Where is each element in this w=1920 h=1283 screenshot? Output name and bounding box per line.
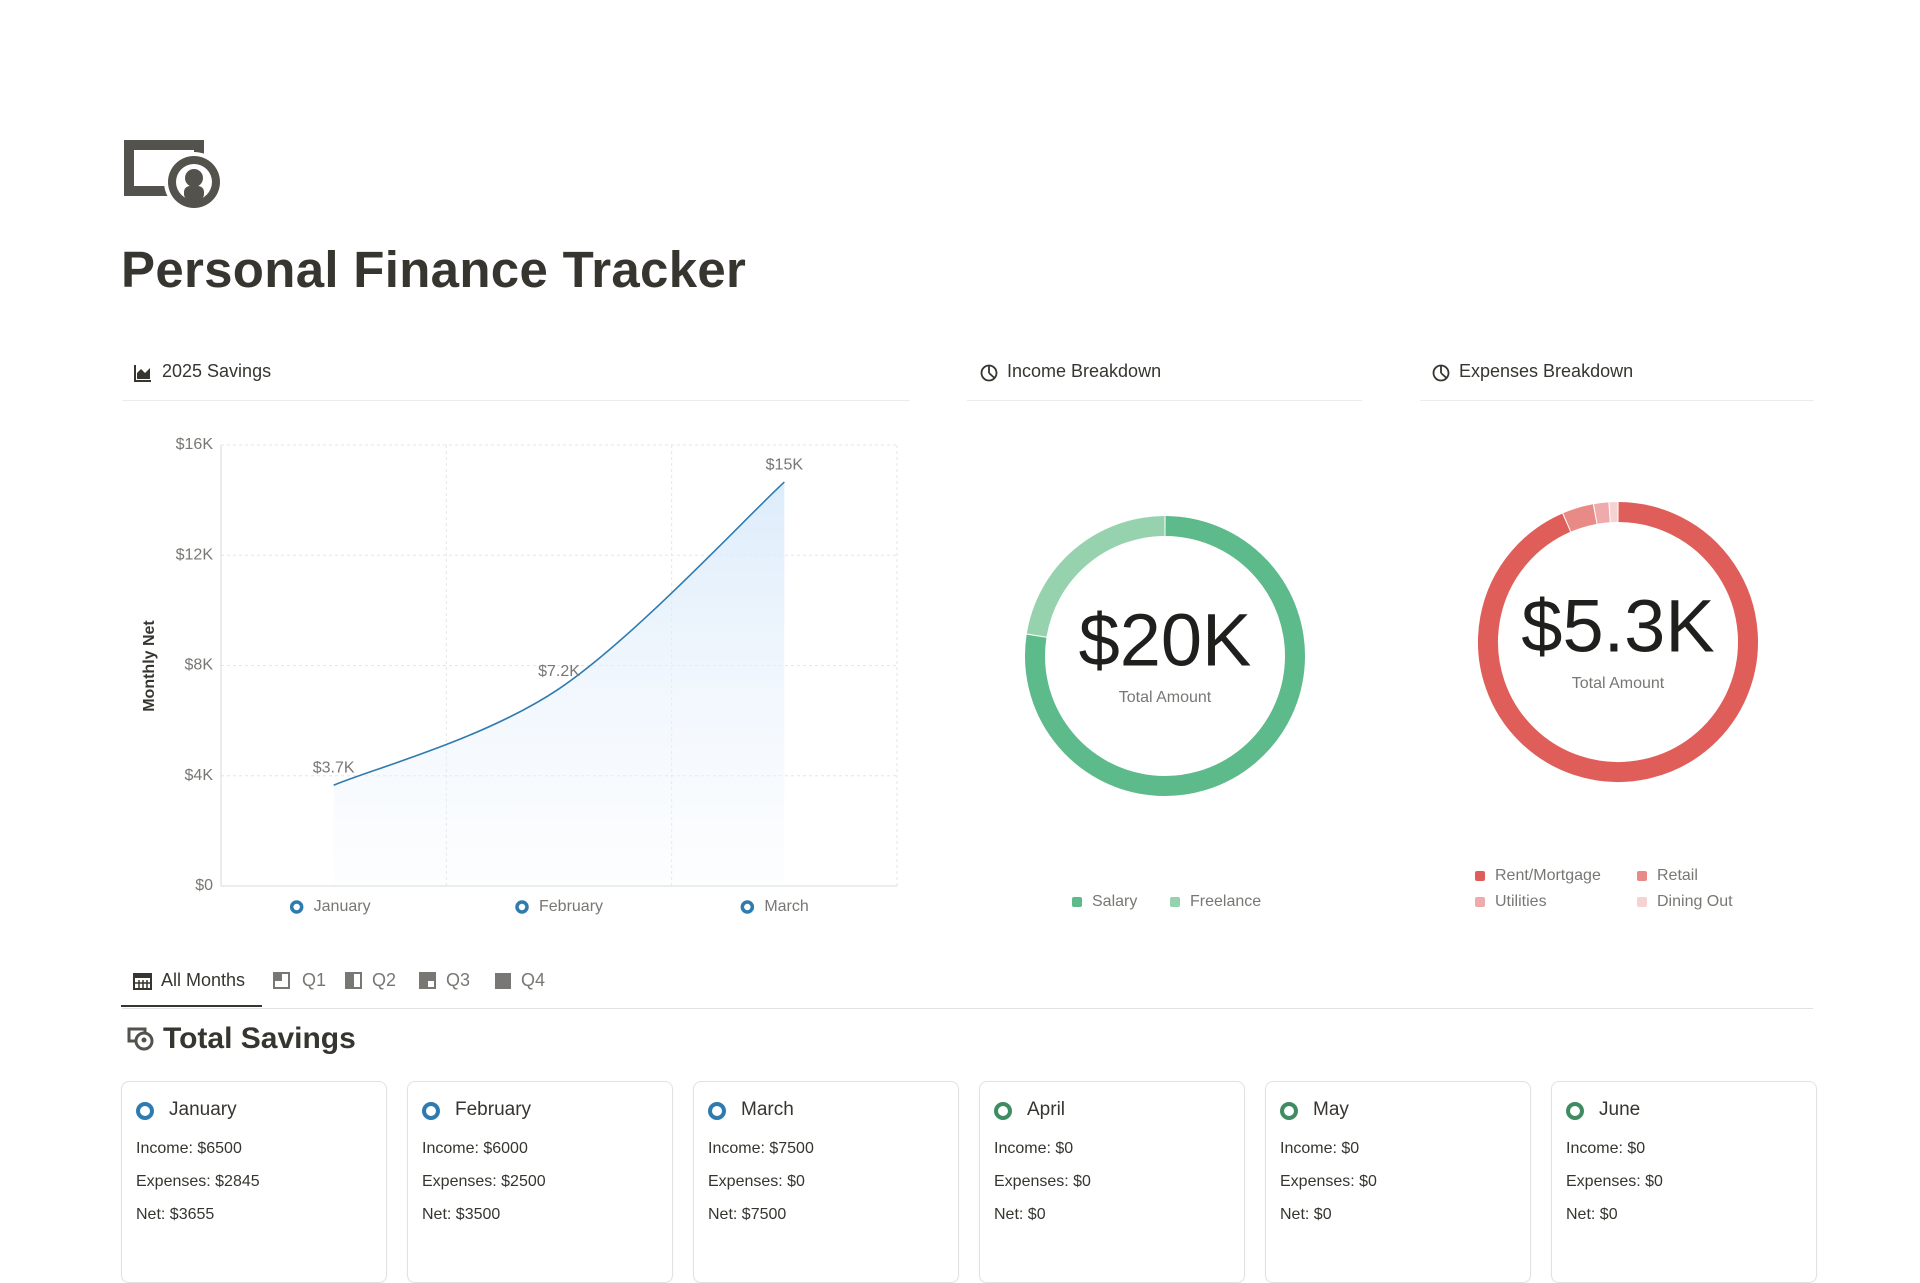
month-card[interactable]: June Income: $0 Expenses: $0 Net: $0: [1551, 1081, 1817, 1283]
income: Income: $0: [1280, 1140, 1359, 1158]
tab-icon: [345, 972, 363, 990]
month-name: April: [1027, 1099, 1065, 1121]
net: Net: $0: [994, 1206, 1046, 1224]
category-dot: [742, 902, 752, 912]
tab[interactable]: Q2: [372, 970, 396, 991]
status-icon: [994, 1102, 1012, 1120]
category-dot: [292, 902, 302, 912]
active-tab-indicator: [121, 1005, 262, 1007]
expenses: Expenses: $2845: [136, 1173, 260, 1191]
tabs-divider: [122, 1008, 1813, 1009]
total-caption: Total Amount: [1572, 675, 1665, 692]
tab-icon: [419, 972, 437, 990]
month-name: February: [455, 1099, 531, 1121]
month-name: June: [1599, 1099, 1640, 1121]
tab-icon: [273, 972, 291, 990]
category-dot: [517, 902, 527, 912]
y-tick-label: $16K: [176, 436, 214, 453]
income: Income: $6000: [422, 1140, 528, 1158]
legend-label: Dining Out: [1657, 893, 1733, 910]
expenses: Expenses: $0: [994, 1173, 1091, 1191]
expenses: Expenses: $2500: [422, 1173, 546, 1191]
data-label: $7.2K: [538, 663, 580, 680]
total-value: $5.3K: [1521, 585, 1714, 668]
legend-swatch: [1072, 897, 1082, 907]
month-name: January: [169, 1099, 237, 1121]
net: Net: $0: [1566, 1206, 1618, 1224]
legend-label: Salary: [1092, 893, 1137, 910]
income: Income: $7500: [708, 1140, 814, 1158]
tab-icon: [494, 972, 512, 990]
legend-label: Utilities: [1495, 893, 1547, 910]
data-label: $15K: [766, 456, 804, 473]
legend-swatch: [1637, 897, 1647, 907]
month-card[interactable]: March Income: $7500 Expenses: $0 Net: $7500: [693, 1081, 959, 1283]
legend-label: Freelance: [1190, 893, 1261, 910]
tab[interactable]: All Months: [161, 970, 245, 991]
income: Income: $0: [1566, 1140, 1645, 1158]
legend-label: Retail: [1657, 867, 1698, 884]
status-icon: [136, 1102, 154, 1120]
month-card[interactable]: January Income: $6500 Expenses: $2845 Net: …: [121, 1081, 387, 1283]
legend-label: Rent/Mortgage: [1495, 867, 1601, 884]
status-icon: [422, 1102, 440, 1120]
x-tick-label: February: [539, 898, 603, 915]
y-tick-label: $4K: [185, 767, 214, 784]
legend-swatch: [1475, 897, 1485, 907]
legend-swatch: [1637, 871, 1647, 881]
x-tick-label: January: [314, 898, 371, 915]
income: Income: $0: [994, 1140, 1073, 1158]
legend-swatch: [1170, 897, 1180, 907]
tab[interactable]: Q3: [446, 970, 470, 991]
month-card[interactable]: May Income: $0 Expenses: $0 Net: $0: [1265, 1081, 1531, 1283]
section-icon: [127, 1027, 155, 1051]
status-icon: [708, 1102, 726, 1120]
data-label: $3.7K: [313, 759, 355, 776]
month-card[interactable]: April Income: $0 Expenses: $0 Net: $0: [979, 1081, 1245, 1283]
section-title: Total Savings: [163, 1022, 356, 1056]
status-icon: [1566, 1102, 1584, 1120]
net: Net: $3500: [422, 1206, 500, 1224]
income: Income: $6500: [136, 1140, 242, 1158]
net: Net: $0: [1280, 1206, 1332, 1224]
net: Net: $3655: [136, 1206, 214, 1224]
area-fill: [334, 482, 785, 886]
expenses: Expenses: $0: [1280, 1173, 1377, 1191]
tab[interactable]: Q1: [302, 970, 326, 991]
legend-swatch: [1475, 871, 1485, 881]
month-name: May: [1313, 1099, 1349, 1121]
total-value: $20K: [1079, 599, 1252, 682]
month-card[interactable]: February Income: $6000 Expenses: $2500 Net:…: [407, 1081, 673, 1283]
tab-icon: [133, 971, 153, 991]
donut-segment: [1596, 512, 1609, 514]
x-tick-label: March: [764, 898, 808, 915]
charts: $0 $4K $8K $12K $16K Monthly Net $3.7K January $…: [0, 0, 1920, 960]
status-icon: [1280, 1102, 1298, 1120]
y-axis-label: Monthly Net: [141, 620, 158, 712]
y-tick-label: $12K: [176, 546, 214, 563]
tab[interactable]: Q4: [521, 970, 545, 991]
donut-segment: [1567, 514, 1594, 522]
y-tick-label: $0: [195, 877, 213, 894]
y-tick-label: $8K: [185, 657, 214, 674]
total-caption: Total Amount: [1119, 689, 1212, 706]
page: {"page": {"title": "Personal Finance Tra…: [0, 0, 1920, 1199]
month-name: March: [741, 1099, 794, 1121]
net: Net: $7500: [708, 1206, 786, 1224]
expenses: Expenses: $0: [1566, 1173, 1663, 1191]
expenses: Expenses: $0: [708, 1173, 805, 1191]
